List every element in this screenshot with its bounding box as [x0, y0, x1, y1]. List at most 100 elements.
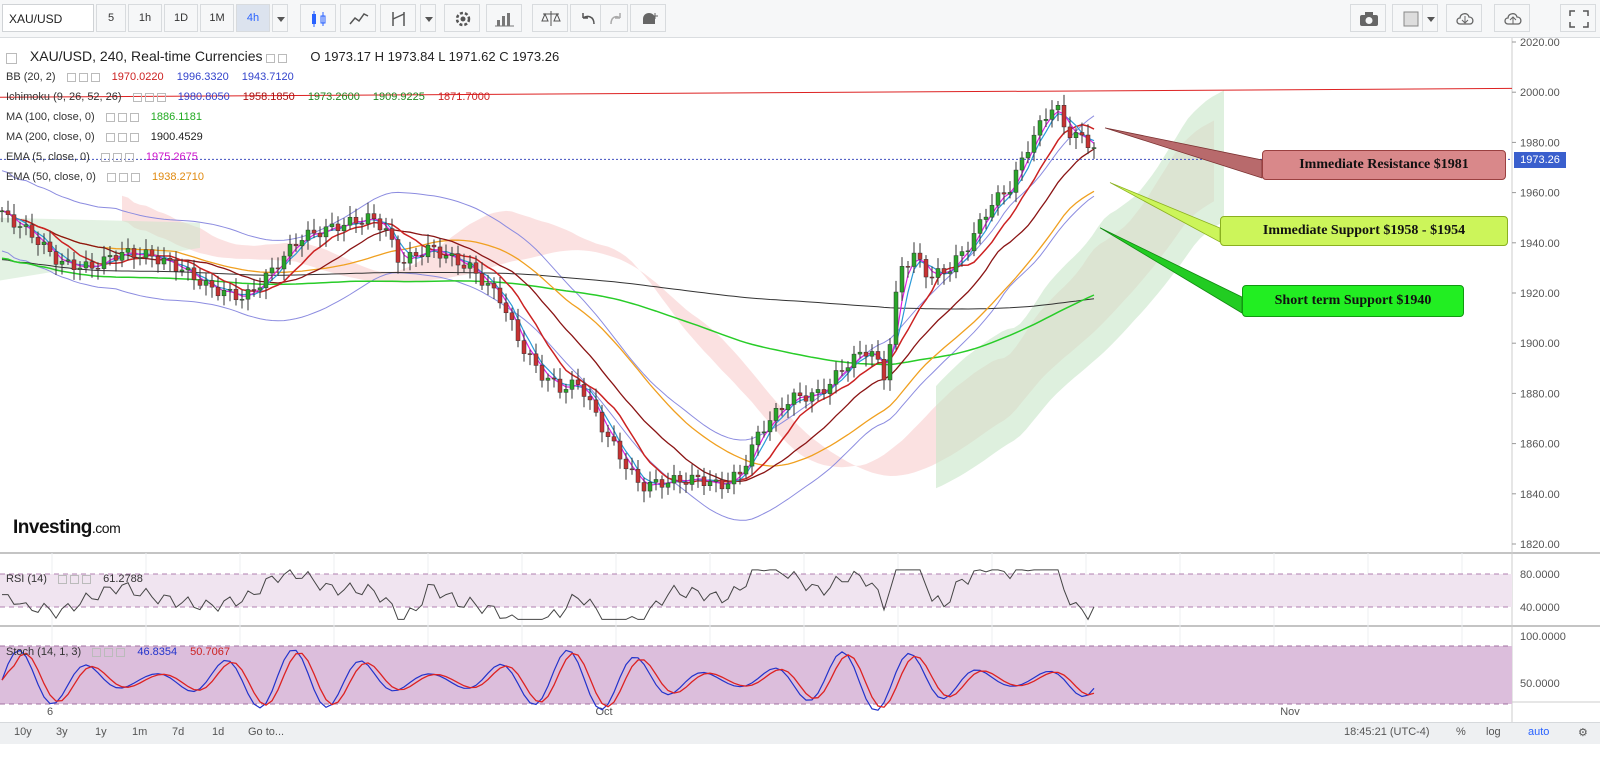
- ichimoku-label[interactable]: Ichimoku (9, 26, 52, 26): [6, 91, 122, 103]
- log-scale-toggle[interactable]: log: [1486, 726, 1501, 738]
- ma200-label[interactable]: MA (200, close, 0): [6, 131, 95, 143]
- candle-body: [113, 255, 119, 261]
- ema5-controls[interactable]: [100, 151, 137, 163]
- redo-icon[interactable]: [600, 4, 628, 32]
- camera-icon[interactable]: [1350, 4, 1386, 32]
- candle-body: [119, 252, 125, 261]
- gear-icon[interactable]: [444, 4, 480, 32]
- candle-body: [935, 268, 941, 278]
- candle-body: [437, 246, 443, 259]
- interval-5[interactable]: 5: [96, 4, 126, 32]
- compare-scale-icon[interactable]: [532, 4, 568, 32]
- ema50-label[interactable]: EMA (50, close, 0): [6, 171, 96, 183]
- rsi-tick-label: 40.0000: [1520, 602, 1560, 614]
- ma100-label[interactable]: MA (100, close, 0): [6, 111, 95, 123]
- candle-body: [533, 353, 539, 366]
- candle-body: [881, 359, 887, 381]
- candle-body: [539, 365, 545, 381]
- cloud-download-icon[interactable]: [1446, 4, 1482, 32]
- candle-body: [173, 259, 179, 272]
- bb-controls[interactable]: [66, 71, 103, 83]
- fullscreen-icon[interactable]: [1560, 4, 1596, 32]
- candles-icon[interactable]: [300, 4, 336, 32]
- legend-ema5: EMA (5, close, 0) 1975.2675: [6, 151, 208, 163]
- ma100-controls[interactable]: [105, 111, 142, 123]
- candle-body: [0, 210, 5, 213]
- candle-body: [233, 288, 239, 301]
- candle-body: [971, 233, 977, 252]
- ema5-label[interactable]: EMA (5, close, 0): [6, 151, 90, 163]
- candle-body: [755, 431, 761, 446]
- rsi-controls[interactable]: [58, 573, 94, 585]
- candle-body: [395, 239, 401, 263]
- cloud-upload-icon[interactable]: [1494, 4, 1530, 32]
- candle-body: [383, 228, 389, 231]
- candle-body: [23, 224, 29, 227]
- rsi-label[interactable]: RSI (14): [6, 573, 47, 585]
- candle-body: [473, 262, 479, 274]
- settings-gear-icon[interactable]: ⚙: [1578, 727, 1588, 739]
- candle-body: [179, 269, 185, 272]
- ohlc-values: O 1973.17 H 1973.84 L 1971.62 C 1973.26: [310, 49, 560, 64]
- ichimoku-controls[interactable]: [132, 91, 169, 103]
- goto-date-button[interactable]: Go to...: [248, 726, 285, 738]
- range-1d[interactable]: 1d: [212, 726, 225, 738]
- callout-short-support: Short term Support $1940: [1242, 285, 1464, 317]
- symbol-input[interactable]: XAU/USD: [2, 4, 94, 32]
- interval-1m[interactable]: 1M: [200, 4, 234, 32]
- range-1y[interactable]: 1y: [95, 726, 107, 738]
- stoch-controls[interactable]: [92, 646, 128, 658]
- candle-body: [329, 223, 335, 228]
- interval-1d[interactable]: 1D: [164, 4, 198, 32]
- stoch-tick-label: 100.0000: [1520, 631, 1566, 643]
- candle-body: [527, 353, 533, 355]
- candle-body: [665, 482, 671, 488]
- auto-scale-toggle[interactable]: auto: [1528, 726, 1550, 738]
- bar-chart-icon[interactable]: [486, 4, 522, 32]
- bb-label[interactable]: BB (20, 2): [6, 71, 56, 83]
- candle-body: [425, 244, 431, 258]
- candle-body: [683, 481, 689, 485]
- ema50-value: 1938.2710: [152, 171, 204, 183]
- stoch-label[interactable]: Stoch (14, 1, 3): [6, 646, 82, 658]
- range-1m[interactable]: 1m: [132, 726, 148, 738]
- candle-body: [515, 319, 521, 341]
- callout-support: Immediate Support $1958 - $1954: [1220, 216, 1508, 246]
- range-10y[interactable]: 10y: [14, 726, 32, 738]
- investing-logo: Investing.com: [13, 517, 121, 538]
- candle-body: [491, 283, 497, 289]
- interval-4h[interactable]: 4h: [236, 4, 270, 32]
- candle-body: [251, 289, 257, 291]
- ichimoku-conversion-line: [1, 123, 1095, 484]
- range-3y[interactable]: 3y: [56, 726, 68, 738]
- candle-body: [449, 253, 455, 256]
- layout-dropdown-chevron-icon[interactable]: [1422, 4, 1438, 32]
- settings-icons[interactable]: [266, 49, 290, 65]
- candle-body: [587, 396, 593, 401]
- indicators-line-icon[interactable]: [340, 4, 376, 32]
- ma200-controls[interactable]: [105, 131, 142, 143]
- candle-body: [137, 257, 143, 259]
- ma200-line: [1, 259, 1095, 310]
- rsi-tick-label: 80.0000: [1520, 569, 1560, 581]
- stoch-k-line: [1, 649, 1095, 711]
- price-chart[interactable]: 2020.00 2000.00 1980.00 1960.00 1940.00 1920.…: [0, 38, 1600, 722]
- alert-icon[interactable]: [630, 4, 666, 32]
- candle-body: [239, 298, 245, 301]
- drawing-dropdown-chevron-icon[interactable]: [420, 4, 436, 32]
- ma100-line: [1, 257, 1095, 366]
- collapse-legend-icon[interactable]: [6, 49, 20, 65]
- interval-dropdown-chevron-icon[interactable]: [272, 4, 288, 32]
- percent-scale-toggle[interactable]: %: [1456, 726, 1466, 738]
- range-7d[interactable]: 7d: [172, 726, 185, 738]
- candle-body: [929, 276, 935, 279]
- candle-body: [185, 267, 191, 271]
- fork-tool-icon[interactable]: [380, 4, 416, 32]
- candle-body: [155, 255, 161, 265]
- candle-body: [1061, 105, 1067, 128]
- interval-1h[interactable]: 1h: [128, 4, 162, 32]
- candle-body: [809, 392, 815, 402]
- candle-body: [827, 383, 833, 394]
- ema50-controls[interactable]: [106, 171, 143, 183]
- candle-body: [101, 256, 107, 269]
